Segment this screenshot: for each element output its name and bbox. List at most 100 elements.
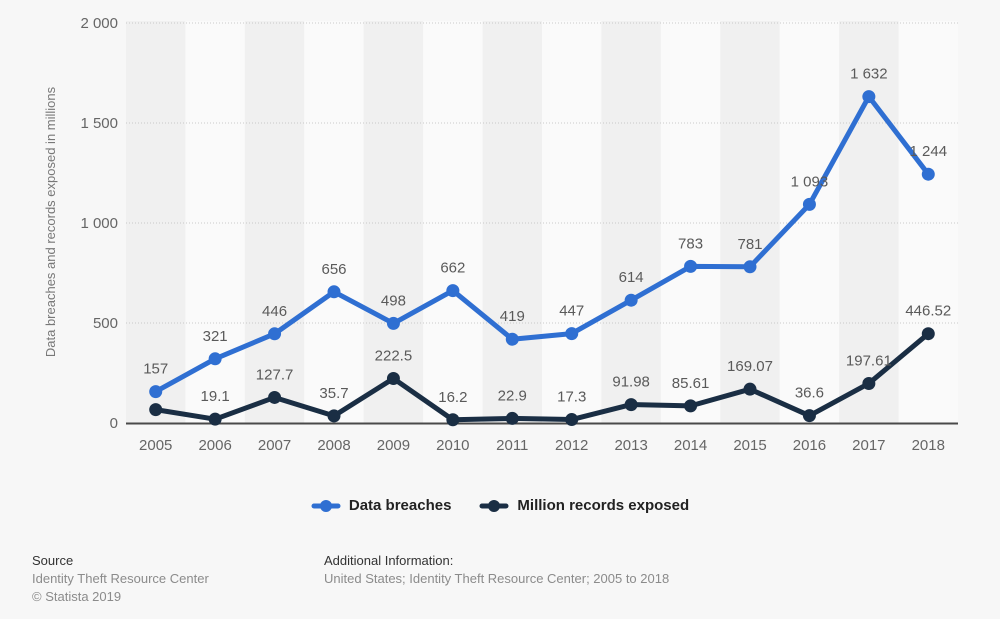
value-label-2016: 1 093	[791, 173, 829, 190]
value-label-2010: 662	[440, 260, 465, 277]
x-tick-label-2005: 2005	[139, 437, 172, 454]
legend-item-data-breaches[interactable]: Data breaches	[311, 497, 452, 514]
data-point-2012[interactable]	[565, 413, 579, 427]
legend-label-million-records: Million records exposed	[517, 497, 690, 514]
data-point-2018[interactable]	[921, 167, 935, 181]
x-tick-label-2011: 2011	[496, 437, 528, 454]
y-axis-title: Data breaches and records exposed in mil…	[43, 86, 58, 357]
data-point-2014[interactable]	[684, 259, 698, 273]
source-name: Identity Theft Resource Center	[32, 571, 209, 586]
value-label-2013: 614	[619, 269, 644, 286]
value-label-2014: 783	[678, 235, 703, 252]
y-tick-label: 0	[110, 415, 118, 432]
data-point-2005[interactable]	[149, 385, 163, 399]
x-tick-label-2006: 2006	[198, 437, 231, 454]
data-point-2009[interactable]	[386, 316, 400, 330]
value-label-2017: 1 632	[850, 66, 888, 83]
plot-band-2018	[898, 21, 958, 423]
value-label-2007: 127.7	[256, 366, 294, 383]
value-label-2012: 447	[559, 303, 584, 320]
value-label-2010: 16.2	[438, 389, 467, 406]
data-point-2011[interactable]	[505, 411, 519, 425]
series-line-million-records	[153, 331, 931, 423]
value-label-2014: 85.61	[672, 375, 710, 392]
data-point-2014[interactable]	[684, 399, 698, 413]
x-tick-label-2018: 2018	[912, 437, 945, 454]
legend-marker-data-breaches-icon	[311, 499, 341, 512]
y-tick-label: 2 000	[80, 15, 118, 32]
data-point-2007[interactable]	[268, 327, 282, 341]
x-tick-label-2010: 2010	[436, 437, 469, 454]
source-title: Source	[32, 553, 74, 568]
x-tick-label-2009: 2009	[377, 437, 410, 454]
data-point-2016[interactable]	[802, 409, 816, 423]
plot-band-2005	[126, 21, 186, 423]
y-tick-label: 1 500	[80, 115, 118, 132]
data-point-2017[interactable]	[862, 376, 876, 390]
plot-band-2012	[542, 21, 602, 423]
plot-band-2008	[304, 21, 364, 423]
data-point-2012[interactable]	[565, 327, 579, 341]
source-block: Source Identity Theft Resource Center © …	[32, 552, 209, 606]
additional-info-block: Additional Information: United States; I…	[324, 552, 669, 588]
value-label-2012: 17.3	[557, 389, 586, 406]
x-tick-label-2013: 2013	[614, 437, 647, 454]
x-tick-label-2008: 2008	[317, 437, 350, 454]
data-point-2005[interactable]	[149, 403, 163, 417]
data-point-2010[interactable]	[446, 413, 460, 427]
x-tick-label-2017: 2017	[852, 437, 885, 454]
series-line-data-breaches	[153, 94, 931, 395]
value-label-2015: 169.07	[727, 358, 773, 375]
data-point-2008[interactable]	[327, 285, 341, 299]
value-label-2016: 36.6	[795, 385, 824, 402]
x-tick-label-2012: 2012	[555, 437, 588, 454]
data-point-2016[interactable]	[802, 197, 816, 211]
value-label-2008: 656	[321, 261, 346, 278]
x-tick-label-2015: 2015	[733, 437, 766, 454]
data-point-2008[interactable]	[327, 409, 341, 423]
legend-label-data-breaches: Data breaches	[348, 497, 452, 514]
value-label-2013: 91.98	[612, 374, 650, 391]
value-label-2005: 157	[143, 361, 168, 378]
value-label-2011: 22.9	[498, 387, 527, 404]
data-point-2010[interactable]	[446, 284, 460, 298]
plot-band-2013	[601, 21, 661, 423]
legend-marker-million-records-icon	[479, 499, 509, 512]
data-point-2015[interactable]	[743, 382, 757, 396]
data-point-2013[interactable]	[624, 398, 638, 412]
plot-band-2014	[660, 21, 721, 423]
value-label-2009: 498	[381, 292, 406, 309]
value-label-2009: 222.5	[375, 348, 413, 365]
additional-info-text: United States; Identity Theft Resource C…	[324, 571, 670, 586]
plot-band-2015	[720, 21, 780, 423]
value-label-2011: 419	[500, 308, 525, 325]
y-tick-label: 500	[93, 315, 118, 332]
chart-canvas: 0 500 1 000 1 500 2 000 Data breaches and rec…	[43, 15, 958, 454]
plot-band-2007	[244, 21, 305, 423]
data-point-2013[interactable]	[624, 293, 638, 307]
chart-legend: Data breaches Million records exposed	[0, 497, 1000, 514]
data-point-2009[interactable]	[386, 372, 400, 385]
x-tick-label-2007: 2007	[258, 437, 291, 454]
data-point-2011[interactable]	[505, 332, 519, 346]
x-tick-label-2014: 2014	[674, 437, 707, 454]
data-point-2015[interactable]	[743, 260, 757, 274]
data-point-2006[interactable]	[208, 352, 222, 366]
value-label-2017: 197.61	[846, 352, 892, 369]
legend-item-million-records[interactable]: Million records exposed	[479, 497, 689, 514]
plot-band-2009	[363, 21, 424, 423]
additional-info-title: Additional Information:	[324, 553, 454, 568]
data-point-2006[interactable]	[208, 412, 222, 426]
plot-band-2010	[423, 21, 483, 423]
plot-band-2011	[482, 21, 542, 423]
data-point-2007[interactable]	[268, 390, 282, 404]
copyright-statista: © Statista 2019	[32, 589, 122, 604]
plot-band-2017	[839, 21, 899, 423]
value-label-2006: 321	[203, 328, 228, 345]
data-point-2018[interactable]	[921, 327, 935, 341]
value-label-2007: 446	[262, 303, 287, 320]
value-label-2015: 781	[737, 236, 762, 253]
plot-band-2016	[779, 21, 840, 423]
data-point-2017[interactable]	[862, 90, 876, 104]
